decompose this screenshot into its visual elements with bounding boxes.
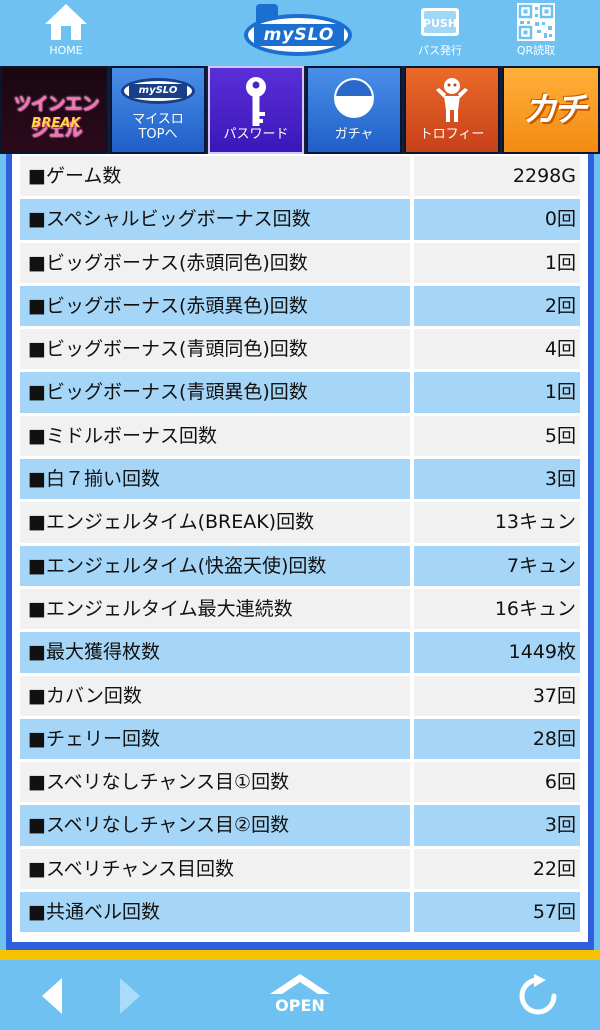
stat-label: ■エンジェルタイム(快盗天使)回数 [20,545,410,586]
qr-code-icon [517,3,555,41]
home-button[interactable]: HOME [38,2,94,58]
home-label: HOME [49,44,83,57]
stat-row: ■エンジェルタイム(快盗天使)回数 7キュン [20,545,580,586]
stat-value: 4回 [414,329,580,370]
stat-label: ■共通ベル回数 [20,892,410,933]
reload-button[interactable] [516,974,560,1022]
key-icon [246,77,266,126]
chevron-up-icon [270,974,330,994]
stat-value: 1回 [414,372,580,413]
home-icon [45,4,87,40]
myslo-top-label: マイスロ TOPへ [132,112,184,142]
stat-label: ■ミドルボーナス回数 [20,415,410,457]
browser-footer: OPEN [0,960,600,1030]
stat-value: 6回 [414,762,580,803]
stat-value: 13キュン [414,502,580,543]
stat-row: ■最大獲得枚数 1449枚 [20,632,580,673]
stat-label: ■白７揃い回数 [20,459,410,500]
back-button[interactable] [38,974,66,1022]
kachi-label: カチ [523,90,587,130]
password-label: パスワード [223,127,289,142]
stat-label: ■スベリなしチャンス目②回数 [20,805,410,846]
stat-value: 28回 [414,718,580,760]
trophy-figure-icon [436,78,468,122]
stat-row: ■カバン回数 37回 [20,675,580,716]
stat-value: 2298G [414,156,580,197]
banner-subtitle: BREAK [31,116,81,131]
push-icon-text: PUSH [423,17,457,30]
gacha-label: ガチャ [334,127,374,142]
stat-row: ■チェリー回数 28回 [20,718,580,760]
stat-row: ■エンジェルタイム最大連続数 16キュン [20,588,580,630]
stat-value: 22回 [414,848,580,890]
stat-label: ■カバン回数 [20,675,410,716]
reload-icon [519,974,557,1015]
arrow-right-icon [120,978,140,1014]
stat-label: ■スベリチャンス目回数 [20,848,410,890]
stat-row: ■共通ベル回数 57回 [20,892,580,933]
stat-row: ■エンジェルタイム(BREAK)回数 13キュン [20,502,580,543]
app-header: HOME mySLO PUSH パス発行 [0,0,600,66]
stat-row: ■ビッグボーナス(赤頭同色)回数 1回 [20,242,580,283]
stat-row: ■ビッグボーナス(青頭異色)回数 1回 [20,372,580,413]
stat-label: ■ビッグボーナス(青頭同色)回数 [20,329,410,370]
myslo-mini-logo: mySLO [121,74,195,104]
stat-row: ■ビッグボーナス(赤頭異色)回数 2回 [20,285,580,327]
stat-value: 0回 [414,199,580,240]
password-button[interactable]: パスワード [208,66,304,154]
stat-row: ■スベリなしチャンス目②回数 3回 [20,805,580,846]
stat-row: ■白７揃い回数 3回 [20,459,580,500]
stats-table: ■ゲーム数 2298G ■スペシャルビッグボーナス回数 0回 ■ビッグボーナス(赤頭同色… [20,156,580,935]
myslo-top-button[interactable]: mySLO マイスロ TOPへ [110,66,206,154]
stat-value: 7キュン [414,545,580,586]
stat-row: ■ゲーム数 2298G [20,156,580,197]
stat-value: 2回 [414,285,580,327]
stat-row: ■スペシャルビッグボーナス回数 0回 [20,199,580,240]
open-label: OPEN [275,996,325,1015]
qr-read-label: QR読取 [516,44,556,57]
stat-label: ■ビッグボーナス(赤頭同色)回数 [20,242,410,283]
banner-title: ツインエンジェル [13,94,100,141]
stat-row: ■スベリなしチャンス目①回数 6回 [20,762,580,803]
gacha-button[interactable]: ガチャ [306,66,402,154]
arrow-left-icon [42,978,62,1014]
stat-label: ■エンジェルタイム(BREAK)回数 [20,502,410,543]
stat-label: ■エンジェルタイム最大連続数 [20,588,410,630]
stat-row: ■ビッグボーナス(青頭同色)回数 4回 [20,329,580,370]
stat-label: ■ビッグボーナス(赤頭異色)回数 [20,285,410,327]
stat-value: 37回 [414,675,580,716]
logo-text: mySLO [254,24,344,46]
stat-label: ■チェリー回数 [20,718,410,760]
kachi-button[interactable]: カチ [502,66,600,154]
stat-value: 1449枚 [414,632,580,673]
stat-label: ■ビッグボーナス(青頭異色)回数 [20,372,410,413]
footer-stripe [0,950,600,960]
stat-value: 5回 [414,415,580,457]
trophy-label: トロフィー [419,127,485,142]
stat-value: 3回 [414,805,580,846]
stat-row: ■スベリチャンス目回数 22回 [20,848,580,890]
stat-label: ■スベリなしチャンス目①回数 [20,762,410,803]
stat-value: 3回 [414,459,580,500]
capsule-icon [334,78,374,118]
stat-value: 1回 [414,242,580,283]
top-menu: ツインエンジェル BREAK mySLO マイスロ TOPへ パスワード [0,66,600,154]
stat-label: ■最大獲得枚数 [20,632,410,673]
pass-issue-button[interactable]: PUSH パス発行 [410,2,470,58]
stat-row: ■ミドルボーナス回数 5回 [20,415,580,457]
push-pass-icon: PUSH [421,8,459,36]
stat-label: ■ゲーム数 [20,156,410,197]
forward-button[interactable] [116,974,144,1022]
qr-read-button[interactable]: QR読取 [508,2,564,58]
stat-label: ■スペシャルビッグボーナス回数 [20,199,410,240]
twin-angel-break-banner[interactable]: ツインエンジェル BREAK [0,66,108,154]
stat-value: 57回 [414,892,580,933]
stat-value: 16キュン [414,588,580,630]
myslo-logo[interactable]: mySLO [240,4,358,60]
pass-issue-label: パス発行 [418,44,462,57]
trophy-button[interactable]: トロフィー [404,66,500,154]
open-button[interactable]: OPEN [262,972,338,1015]
